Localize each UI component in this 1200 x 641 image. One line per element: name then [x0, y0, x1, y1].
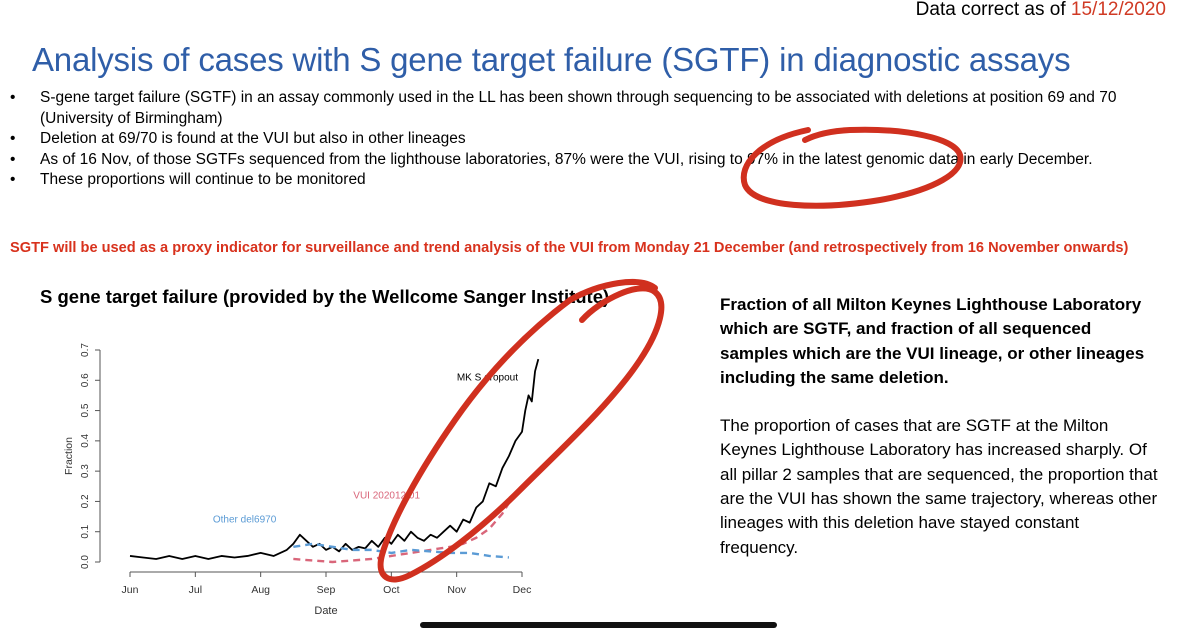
sgtf-line-chart: 0.0 0.1 0.2 0.3 0.4 0.5 0.6 0.7 Jun Jul Aug Sep Oct N…	[63, 343, 540, 617]
bullet-list: S-gene target failure (SGTF) in an assay…	[10, 88, 1180, 191]
x-tick-label: Dec	[513, 584, 532, 596]
x-tick-label: Nov	[447, 584, 466, 596]
x-tick-label: Jul	[189, 584, 202, 596]
series-line-0	[129, 358, 540, 560]
y-tick-label: 0.7	[80, 343, 91, 357]
data-correct-date: 15/12/2020	[1070, 0, 1166, 20]
y-tick-label: 0.1	[80, 524, 91, 538]
series-label-1: VUI 202012/01	[353, 490, 420, 501]
y-tick-label: 0.3	[80, 464, 91, 478]
x-tick-label: Jun	[122, 584, 139, 596]
x-axis-label: Date	[314, 605, 337, 617]
series-label-2: Other del6970	[213, 515, 277, 526]
x-tick-label: Aug	[251, 584, 270, 596]
y-tick-label: 0.0	[80, 555, 91, 569]
bullet-item: S-gene target failure (SGTF) in an assay…	[10, 88, 1180, 129]
series-label-0: MK S dropout	[457, 372, 518, 383]
slide-title: Analysis of cases with S gene target fai…	[32, 41, 1071, 78]
bullet-item: Deletion at 69/70 is found at the VUI bu…	[10, 129, 1180, 150]
series-line-1	[293, 491, 517, 564]
data-correct-label: Data correct as of	[915, 0, 1066, 20]
x-tick-label: Oct	[383, 584, 399, 596]
description-heading: Fraction of all Milton Keynes Lighthouse…	[720, 295, 1145, 387]
y-tick-label: 0.4	[80, 433, 91, 447]
bullet-item: As of 16 Nov, of those SGTFs sequenced f…	[10, 150, 1180, 171]
data-correct-note: Data correct as of 15/12/2020	[916, 0, 1166, 20]
x-tick-label: Sep	[317, 584, 336, 596]
bullet-item: These proportions will continue to be mo…	[10, 170, 1180, 191]
y-tick-label: 0.5	[80, 403, 91, 417]
home-indicator-bar	[420, 622, 777, 628]
chart-description: Fraction of all Milton Keynes Lighthouse…	[720, 293, 1160, 560]
chart-title: S gene target failure (provided by the W…	[40, 286, 610, 307]
y-axis-label: Fraction	[63, 437, 75, 475]
y-tick-label: 0.6	[80, 373, 91, 387]
description-body: The proportion of cases that are SGTF at…	[720, 416, 1158, 557]
proxy-statement: SGTF will be used as a proxy indicator f…	[10, 240, 1129, 256]
y-tick-label: 0.2	[80, 494, 91, 508]
